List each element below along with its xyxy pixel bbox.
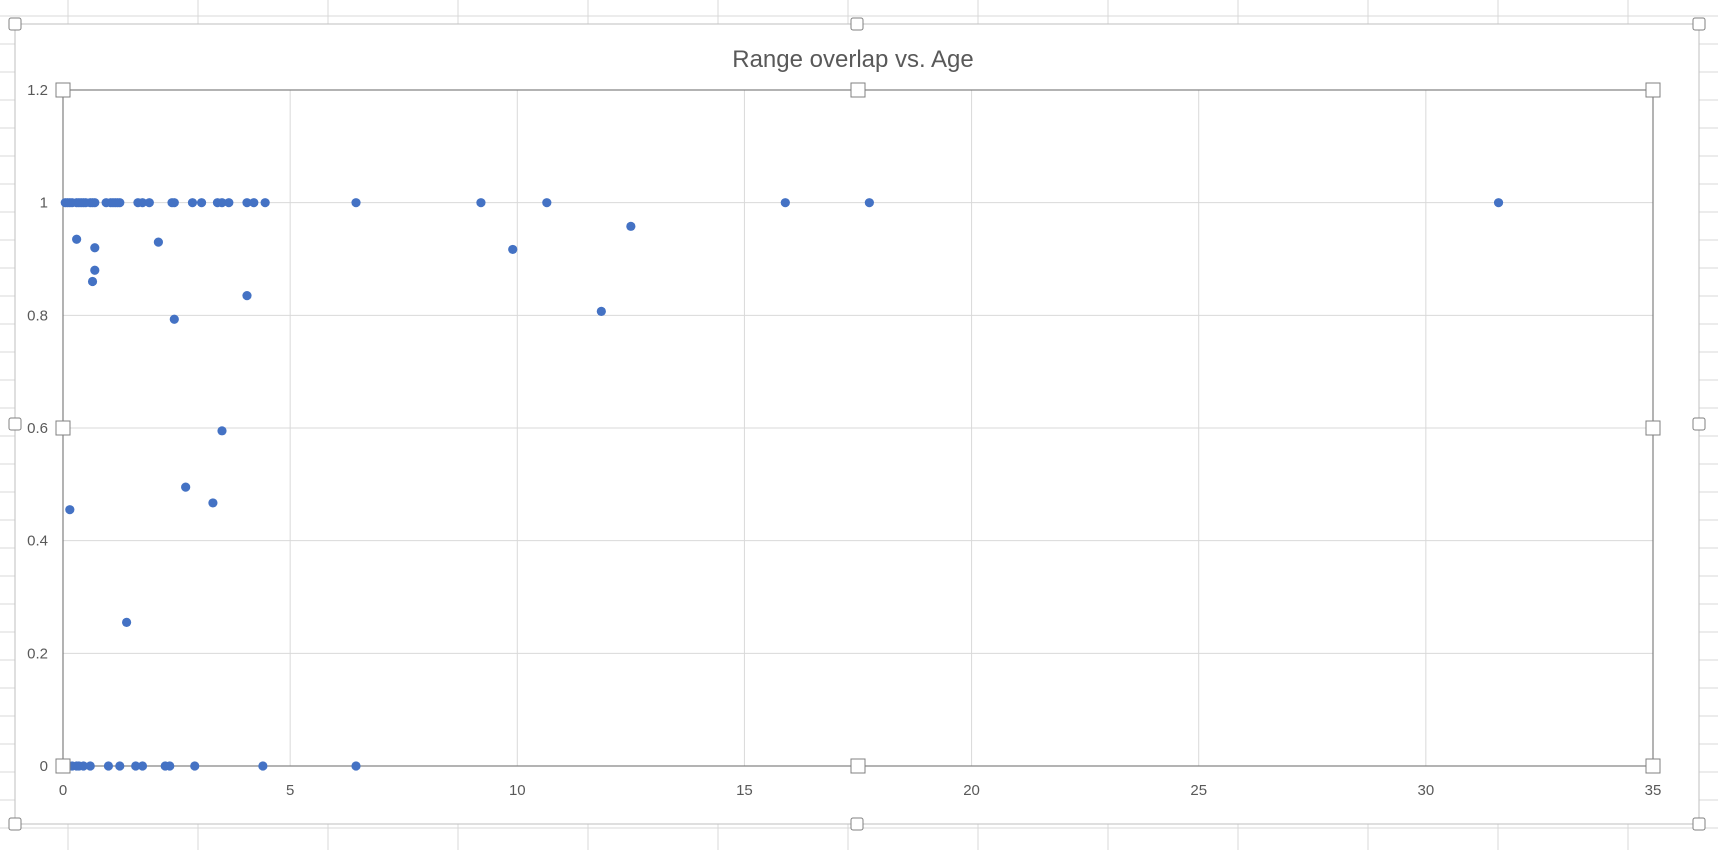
data-point[interactable] bbox=[542, 198, 552, 208]
plot-resize-handle[interactable] bbox=[55, 420, 71, 436]
data-point[interactable] bbox=[153, 237, 163, 247]
selection-handles[interactable] bbox=[8, 17, 1706, 831]
data-point[interactable] bbox=[169, 314, 179, 324]
data-point[interactable] bbox=[137, 761, 148, 771]
x-tick-label: 15 bbox=[736, 782, 753, 799]
plot-resize-handle[interactable] bbox=[850, 82, 866, 98]
data-point[interactable] bbox=[131, 761, 141, 771]
chart-resize-handle[interactable] bbox=[850, 817, 864, 831]
chart-area-border[interactable] bbox=[14, 23, 1700, 825]
chart-resize-handle[interactable] bbox=[8, 417, 22, 431]
data-point[interactable] bbox=[65, 505, 75, 515]
data-point[interactable] bbox=[476, 198, 486, 208]
plot-resize-handle[interactable] bbox=[55, 758, 71, 774]
data-point[interactable] bbox=[78, 761, 89, 771]
chart-resize-handle[interactable] bbox=[1692, 817, 1706, 831]
data-point[interactable] bbox=[260, 198, 270, 208]
data-point[interactable] bbox=[169, 198, 179, 208]
data-point[interactable] bbox=[144, 198, 154, 208]
data-point[interactable] bbox=[103, 761, 114, 771]
x-tick-label: 20 bbox=[963, 782, 980, 799]
data-point[interactable] bbox=[85, 761, 95, 771]
x-tick-label: 25 bbox=[1190, 782, 1207, 799]
chart-resize-handle[interactable] bbox=[8, 817, 22, 831]
data-point[interactable] bbox=[224, 198, 234, 208]
data-point[interactable] bbox=[90, 198, 100, 208]
x-tick-label: 5 bbox=[286, 782, 294, 799]
data-point[interactable] bbox=[258, 761, 268, 771]
data-point[interactable] bbox=[351, 198, 361, 208]
data-point[interactable] bbox=[1493, 198, 1504, 208]
data-point[interactable] bbox=[181, 482, 191, 492]
data-point[interactable] bbox=[196, 198, 207, 208]
y-tick-label: 0.4 bbox=[27, 533, 48, 550]
data-point[interactable] bbox=[249, 198, 259, 208]
data-point[interactable] bbox=[122, 617, 132, 627]
y-tick-label: 1.2 bbox=[27, 82, 48, 99]
data-point[interactable] bbox=[87, 276, 98, 287]
data-point[interactable] bbox=[115, 198, 125, 208]
data-point[interactable] bbox=[242, 291, 252, 301]
data-point[interactable] bbox=[351, 761, 361, 771]
data-point[interactable] bbox=[187, 198, 198, 208]
x-tick-label: 10 bbox=[509, 782, 526, 799]
data-point[interactable] bbox=[626, 221, 636, 231]
data-point[interactable] bbox=[190, 761, 200, 771]
y-axis-tick-labels: 0 0.2 0.4 0.6 0.8 1 1.2 bbox=[27, 82, 48, 775]
data-point[interactable] bbox=[508, 244, 518, 255]
plot-resize-handle[interactable] bbox=[1645, 82, 1661, 98]
data-point[interactable] bbox=[72, 234, 82, 244]
data-point[interactable] bbox=[217, 426, 227, 436]
y-tick-label: 0.8 bbox=[27, 307, 48, 324]
y-tick-label: 1 bbox=[40, 195, 48, 212]
chart-resize-handle[interactable] bbox=[850, 17, 864, 31]
data-point[interactable] bbox=[864, 198, 874, 208]
data-point[interactable] bbox=[242, 198, 252, 208]
data-point[interactable] bbox=[115, 761, 125, 771]
data-point[interactable] bbox=[90, 265, 100, 275]
plot-resize-handle[interactable] bbox=[850, 758, 866, 774]
x-tick-label: 30 bbox=[1418, 782, 1435, 799]
data-point[interactable] bbox=[137, 198, 148, 208]
data-point[interactable] bbox=[208, 498, 218, 508]
data-point[interactable] bbox=[780, 198, 790, 208]
x-axis-tick-labels: 0 5 10 15 20 25 30 35 bbox=[59, 782, 1662, 799]
data-point[interactable] bbox=[596, 306, 606, 316]
y-tick-label: 0.2 bbox=[27, 645, 48, 662]
plot-resize-handle[interactable] bbox=[1645, 758, 1661, 774]
chart-resize-handle[interactable] bbox=[1692, 417, 1706, 431]
chart-resize-handle[interactable] bbox=[1692, 17, 1706, 31]
plot-resize-handle[interactable] bbox=[55, 82, 71, 98]
data-point[interactable] bbox=[90, 243, 100, 253]
data-series[interactable] bbox=[60, 198, 1504, 771]
data-point[interactable] bbox=[217, 198, 227, 208]
y-tick-label: 0 bbox=[40, 758, 48, 775]
chart-resize-handle[interactable] bbox=[8, 17, 22, 31]
y-tick-label: 0.6 bbox=[27, 420, 48, 437]
x-tick-label: 0 bbox=[59, 782, 67, 799]
chart-title[interactable]: Range overlap vs. Age bbox=[732, 46, 974, 73]
x-tick-label: 35 bbox=[1645, 782, 1662, 799]
plot-resize-handle[interactable] bbox=[1645, 420, 1661, 436]
data-point[interactable] bbox=[165, 761, 175, 771]
